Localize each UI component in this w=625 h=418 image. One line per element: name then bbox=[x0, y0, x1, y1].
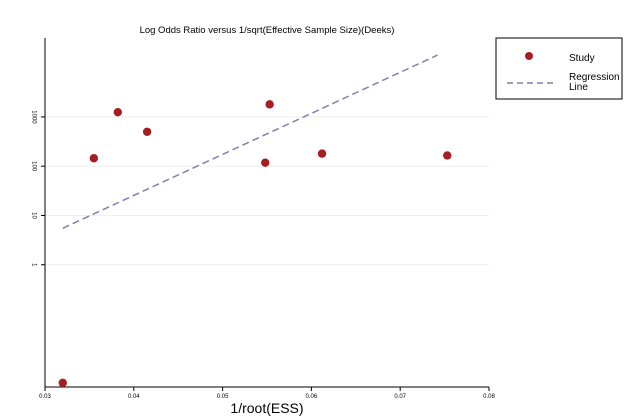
plot-background bbox=[45, 38, 489, 387]
x-tick-label-0.07: 0.07 bbox=[394, 394, 406, 400]
x-tick-label-0.05: 0.05 bbox=[217, 394, 229, 400]
x-tick-label-0.06: 0.06 bbox=[306, 394, 318, 400]
study-point-8 bbox=[443, 151, 452, 160]
y-tick-label-1000: 1000 bbox=[30, 110, 36, 124]
y-tick-label-100: 100 bbox=[30, 161, 36, 172]
legend-regression-label-line-1: Regression bbox=[569, 72, 620, 83]
study-point-3 bbox=[113, 107, 123, 117]
regression-line-layer bbox=[62, 54, 438, 229]
chart-title: Log Odds Ratio versus 1/sqrt(Effective S… bbox=[140, 25, 395, 36]
study-points-layer bbox=[58, 100, 452, 388]
x-ticks: 0.03 0.04 0.05 0.06 0.07 0.08 bbox=[39, 387, 495, 400]
x-tick-label-0.03: 0.03 bbox=[39, 394, 51, 400]
study-point-1 bbox=[58, 378, 67, 388]
study-point-4 bbox=[142, 127, 152, 136]
y-ticks: 1 10 100 1000 bbox=[30, 110, 45, 267]
legend: Study Regression Line bbox=[495, 37, 623, 100]
x-tick-label-0.04: 0.04 bbox=[128, 394, 140, 400]
regression-line bbox=[62, 54, 438, 229]
study-point-5 bbox=[261, 158, 270, 167]
study-point-2 bbox=[89, 154, 99, 163]
legend-study-marker bbox=[525, 52, 533, 60]
legend-regression-label: Regression Line bbox=[569, 72, 622, 93]
x-axis-label: 1/root(ESS) bbox=[230, 400, 303, 416]
y-tick-label-10: 10 bbox=[30, 212, 36, 219]
legend-study-label: Study bbox=[569, 53, 595, 64]
legend-regression-label-line-2: Line bbox=[569, 82, 588, 93]
plot-area: 0.03 0.04 0.05 0.06 0.07 0.08 1 10 100 1000 bbox=[30, 38, 495, 400]
study-point-6 bbox=[265, 100, 274, 109]
study-point-7 bbox=[317, 149, 327, 158]
y-tick-label-1: 1 bbox=[30, 263, 36, 267]
legend-box bbox=[495, 37, 623, 100]
x-tick-label-0.08: 0.08 bbox=[483, 394, 495, 400]
